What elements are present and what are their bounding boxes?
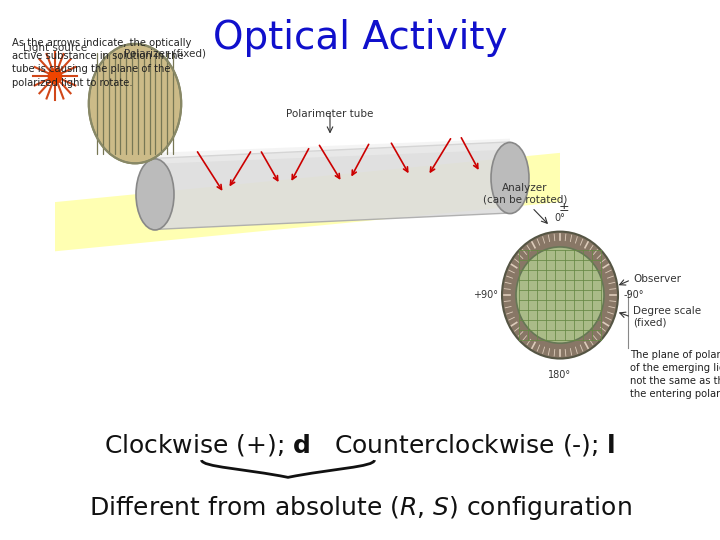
Text: ±: ± (559, 201, 570, 214)
Ellipse shape (136, 159, 174, 230)
Text: Clockwise (+); d   Counterclockwise (-); l: Clockwise (+); d Counterclockwise (-); l (106, 434, 614, 457)
Ellipse shape (502, 232, 618, 359)
Ellipse shape (89, 44, 181, 163)
Text: -90°: -90° (624, 290, 644, 300)
Text: Optical Activity: Optical Activity (212, 19, 508, 57)
Text: The plane of polarization
of the emerging light is
not the same as that of
the e: The plane of polarization of the emergin… (630, 350, 720, 400)
Text: Clockwise (+); $\mathbf{d}$   Counterclockwise (-); $\mathbf{l}$: Clockwise (+); $\mathbf{d}$ Counterclock… (104, 433, 616, 458)
Polygon shape (155, 139, 510, 164)
Polygon shape (155, 142, 510, 230)
Text: +90°: +90° (474, 290, 498, 300)
Text: Degree scale
(fixed): Degree scale (fixed) (633, 306, 701, 328)
Text: 180°: 180° (549, 370, 572, 380)
Text: Different from absolute ($\it{R}$, $\it{S}$) configuration: Different from absolute ($\it{R}$, $\it{… (89, 494, 631, 522)
Text: Polarimeter tube: Polarimeter tube (287, 109, 374, 119)
Text: Clockwise (+);    d    Counterclockwise (-);  l: Clockwise (+); d Counterclockwise (-); l (86, 434, 634, 457)
Ellipse shape (48, 69, 62, 84)
Text: Analyzer
(can be rotated): Analyzer (can be rotated) (483, 183, 567, 204)
Polygon shape (55, 153, 560, 251)
Text: Observer: Observer (633, 274, 681, 284)
Text: As the arrows indicate, the optically
active substance in solution in the
tube i: As the arrows indicate, the optically ac… (12, 38, 192, 87)
Ellipse shape (491, 143, 529, 213)
Ellipse shape (516, 247, 604, 343)
Text: 0°: 0° (554, 213, 565, 224)
Text: Light source: Light source (23, 43, 87, 53)
Text: Polarizer (fixed): Polarizer (fixed) (124, 49, 206, 59)
